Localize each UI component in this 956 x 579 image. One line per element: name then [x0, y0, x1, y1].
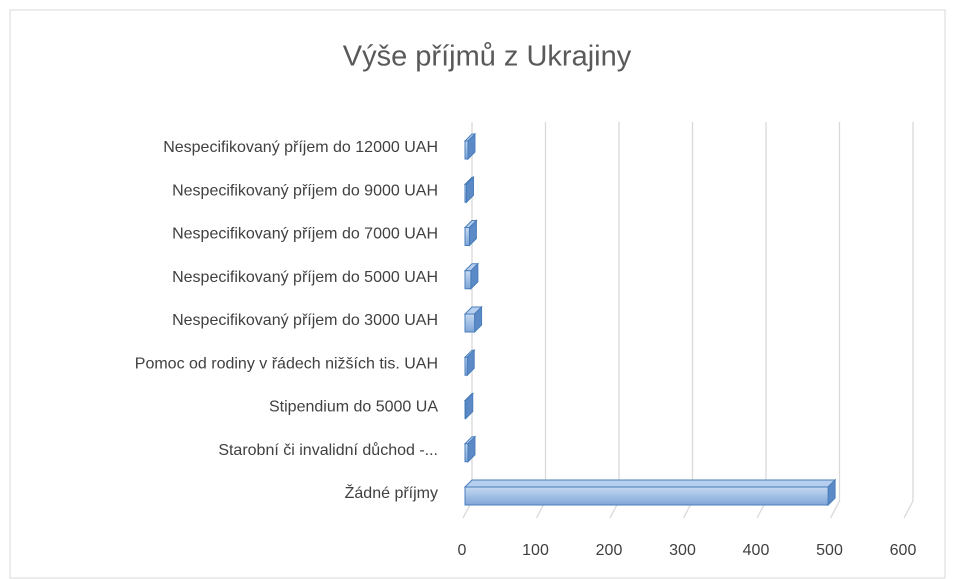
y-tick-label: Pomoc od rodiny v řádech nižších tis. UA…: [135, 355, 438, 372]
bar: [464, 443, 469, 463]
y-tick-label: Nespecifikovaný příjem do 7000 UAH: [172, 226, 438, 243]
x-tick-label: 0: [458, 542, 467, 559]
x-tick-label: 100: [522, 542, 549, 559]
x-tick-label: 600: [890, 542, 917, 559]
x-tick-label: 400: [743, 542, 770, 559]
bar: [464, 313, 476, 333]
bar: [464, 486, 829, 506]
x-tick-label: 300: [669, 542, 696, 559]
y-tick-label: Nespecifikovaný příjem do 5000 UAH: [172, 269, 438, 286]
bar: [464, 270, 472, 290]
bar: [464, 227, 470, 246]
y-tick-label: Žádné příjmy: [345, 483, 438, 502]
bar: [464, 183, 467, 203]
bar: [464, 140, 469, 160]
grid-line: [903, 122, 914, 519]
chart-title: Výše příjmů z Ukrajiny: [343, 41, 632, 73]
bar: [464, 400, 467, 419]
y-tick-label: Nespecifikovaný příjem do 3000 UAH: [172, 312, 438, 329]
bar-top: [463, 479, 837, 488]
x-tick-label: 500: [816, 542, 843, 559]
y-tick-label: Stipendium do 5000 UA: [269, 399, 438, 416]
y-tick-label: Nespecifikovaný příjem do 9000 UAH: [172, 182, 438, 199]
bar: [464, 356, 468, 376]
y-tick-label: Starobní či invalidní důchod -...: [218, 441, 438, 459]
grid-line: [829, 122, 841, 519]
x-tick-label: 200: [596, 542, 623, 559]
y-tick-label: Nespecifikovaný příjem do 12000 UAH: [163, 139, 438, 156]
